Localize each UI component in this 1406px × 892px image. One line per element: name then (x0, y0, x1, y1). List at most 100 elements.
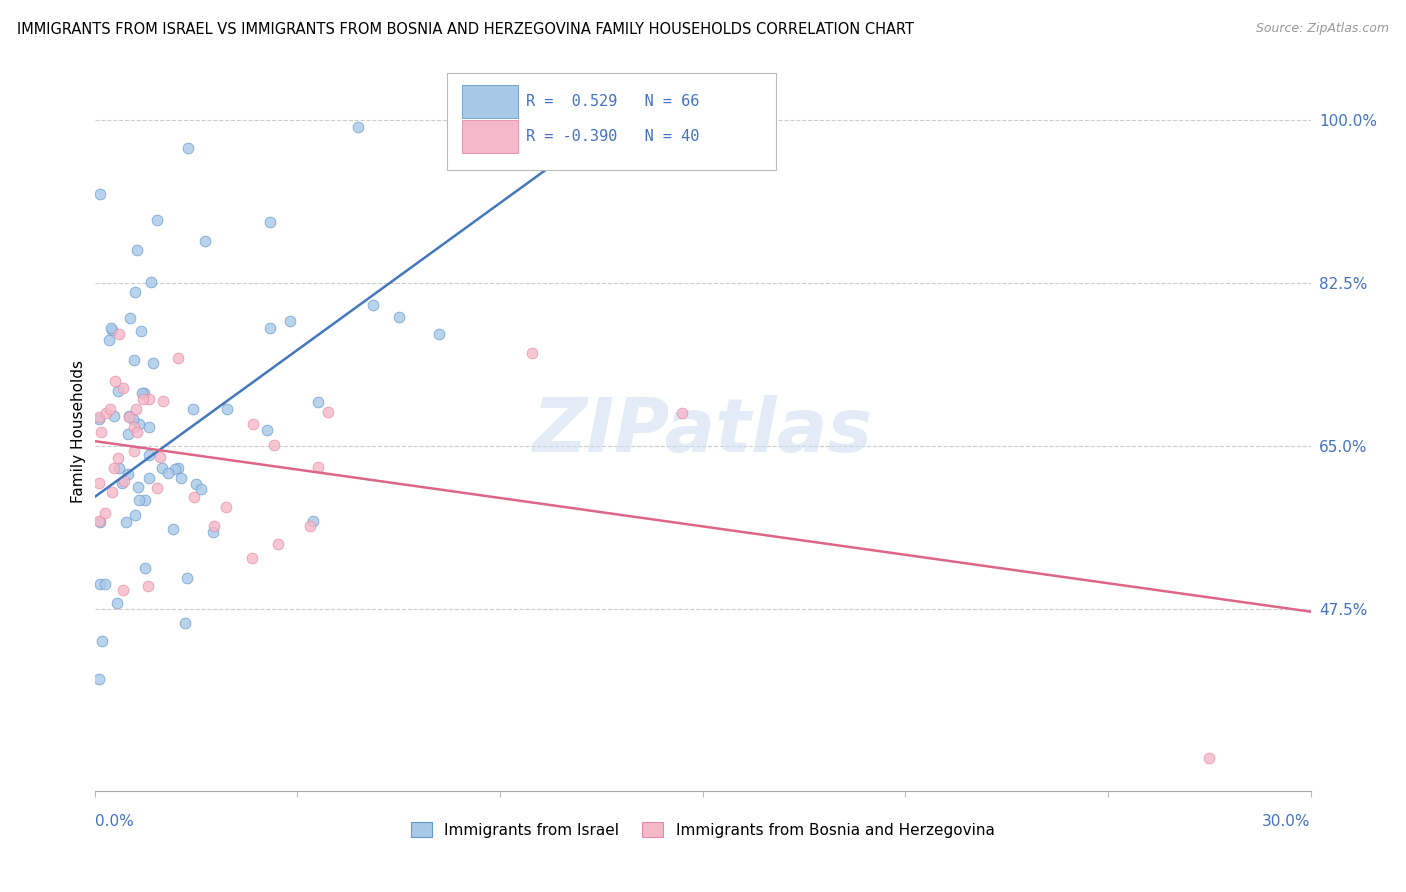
Point (107, 384, 129, 398)
Point (177, 140, 200, 154)
Point (202, 518, 225, 533)
Point (520, 345, 543, 359)
Point (387, 310, 409, 324)
Text: ZIPatlas: ZIPatlas (533, 395, 873, 468)
Point (489, 130, 512, 145)
Point (108, 461, 131, 475)
Point (89, 187, 111, 202)
Point (162, 522, 184, 536)
Point (90, 634, 112, 648)
Point (111, 381, 134, 395)
Point (103, 409, 125, 423)
Point (259, 320, 281, 334)
Text: IMMIGRANTS FROM ISRAEL VS IMMIGRANTS FROM BOSNIA AND HERZEGOVINA FAMILY HOUSEHOL: IMMIGRANTS FROM ISRAEL VS IMMIGRANTS FRO… (17, 22, 914, 37)
Point (134, 492, 156, 507)
Point (94, 577, 117, 591)
Point (184, 477, 207, 491)
Point (112, 583, 135, 598)
Point (125, 243, 148, 257)
Point (307, 394, 329, 409)
Point (136, 578, 159, 592)
Point (166, 460, 188, 475)
Point (104, 375, 127, 389)
Point (145, 481, 167, 495)
Point (138, 471, 160, 485)
Point (87, 410, 110, 425)
Legend: Immigrants from Israel, Immigrants from Bosnia and Herzegovina: Immigrants from Israel, Immigrants from … (405, 816, 1001, 844)
Point (87, 672, 110, 686)
Point (183, 490, 205, 504)
Point (316, 405, 339, 419)
Text: 30.0%: 30.0% (1263, 814, 1310, 829)
Point (117, 467, 139, 482)
Point (90, 425, 112, 439)
Point (89, 577, 111, 591)
Point (124, 285, 146, 299)
Point (125, 402, 148, 417)
Point (167, 351, 190, 365)
Point (263, 438, 285, 452)
Point (569, 124, 592, 138)
Point (107, 450, 129, 465)
Point (278, 314, 301, 328)
Point (94, 406, 117, 420)
Text: R =  0.529   N = 66: R = 0.529 N = 66 (526, 95, 700, 109)
Point (129, 324, 152, 338)
Point (256, 423, 278, 437)
Point (124, 444, 146, 458)
Text: R = -0.390   N = 40: R = -0.390 N = 40 (526, 128, 700, 144)
Point (302, 514, 325, 528)
Point (122, 412, 145, 426)
Point (124, 508, 146, 522)
Point (671, 406, 693, 420)
Point (132, 392, 155, 406)
Point (127, 480, 149, 494)
Point (215, 500, 238, 515)
Point (112, 474, 135, 488)
Point (149, 450, 172, 464)
Point (101, 484, 124, 499)
Point (87, 515, 110, 529)
Point (138, 420, 160, 434)
Point (170, 471, 193, 485)
Point (98, 402, 121, 417)
Point (150, 461, 173, 475)
Point (139, 275, 162, 289)
Point (361, 298, 384, 312)
Point (267, 536, 290, 550)
Text: Source: ZipAtlas.com: Source: ZipAtlas.com (1256, 22, 1389, 36)
Point (156, 467, 179, 481)
Point (105, 596, 128, 610)
Point (117, 410, 139, 425)
Point (138, 392, 160, 406)
Point (93, 506, 115, 520)
Point (298, 519, 321, 533)
Point (115, 516, 138, 530)
Point (202, 524, 225, 539)
Point (1198, 751, 1220, 765)
Point (427, 326, 450, 341)
Point (98, 333, 121, 347)
Point (108, 326, 131, 341)
FancyBboxPatch shape (461, 120, 517, 153)
Point (134, 561, 156, 575)
Point (259, 215, 281, 229)
Point (122, 419, 145, 434)
Point (111, 475, 134, 490)
FancyBboxPatch shape (461, 85, 517, 118)
Point (190, 482, 212, 496)
Point (240, 551, 263, 566)
Point (117, 427, 139, 442)
Point (138, 449, 160, 463)
Point (173, 615, 195, 630)
Point (165, 462, 187, 476)
Point (347, 120, 370, 134)
Point (128, 493, 150, 508)
Point (100, 321, 122, 335)
Point (87, 476, 110, 491)
Point (142, 356, 165, 370)
Point (145, 213, 167, 227)
Point (242, 417, 264, 432)
FancyBboxPatch shape (447, 73, 776, 169)
Point (101, 323, 124, 337)
